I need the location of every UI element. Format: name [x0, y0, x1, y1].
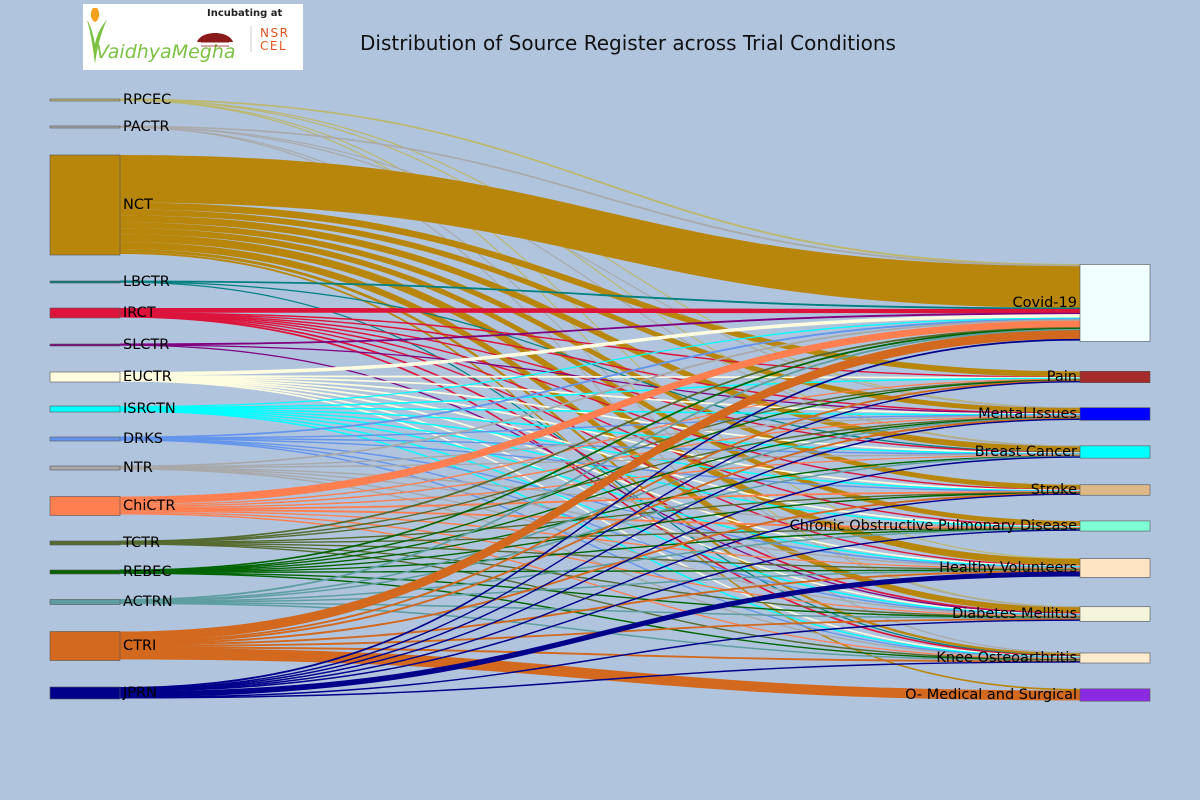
target-node-pain: [1079, 371, 1151, 383]
link-chictr-to-diabetes-mellitus: [120, 511, 1080, 618]
link-nct-to-breast-cancer: [120, 215, 1080, 453]
target-node-o-medical-and-surgical: [1079, 688, 1151, 702]
source-label-ntr: NTR: [123, 460, 153, 476]
source-label-irct: IRCT: [123, 305, 156, 321]
target-label-covid-19: Covid-19: [1013, 295, 1078, 311]
source-label-actrn: ACTRN: [123, 594, 173, 610]
source-node-rpcec: [49, 98, 121, 102]
link-jprn-to-healthy-volunteers: [120, 571, 1080, 698]
link-nct-to-healthy-volunteers: [120, 234, 1080, 566]
source-label-tctr: TCTR: [122, 535, 160, 551]
target-label-diabetes-mellitus: Diabetes Mellitus: [952, 606, 1077, 622]
link-irct-to-covid-19: [120, 308, 1080, 314]
source-label-jprn: JPRN: [122, 685, 157, 701]
source-node-nct: [49, 154, 121, 256]
link-chictr-to-healthy-volunteers: [120, 510, 1080, 570]
link-isrctn-to-covid-19: [120, 317, 1080, 408]
source-node-tctr: [49, 540, 121, 546]
source-node-euctr: [49, 371, 121, 383]
sankey-labels: RPCEC PACTR NCT LBCTR IRCT SLCTR EUCTR ISRCTN DR…: [122, 92, 1077, 703]
iim-emblem-icon: [197, 33, 233, 47]
link-euctr-to-healthy-volunteers: [119, 378, 1081, 568]
target-label-knee-osteoarthritis: Knee Osteoarthritis: [936, 650, 1077, 666]
link-ctri-to-covid-19: [120, 330, 1080, 642]
target-label-o-medical-and-surgical: O- Medical and Surgical: [905, 687, 1077, 703]
source-node-drks: [49, 436, 121, 442]
source-node-actrn: [49, 599, 121, 605]
vaidhyamegha-logo: VaidhyaMegha Incubating at NSR CEL: [83, 4, 303, 70]
logo-cel-text: CEL: [260, 39, 287, 53]
source-label-euctr: EUCTR: [123, 369, 172, 385]
target-node-breast-cancer: [1079, 445, 1151, 459]
logo-brand-text: VaidhyaMegha: [96, 41, 236, 63]
source-node-jprn: [49, 686, 121, 700]
source-label-lbctr: LBCTR: [123, 274, 170, 290]
target-node-mental-issues: [1079, 407, 1151, 421]
link-chictr-to-covid-19: [120, 320, 1080, 505]
source-node-lbctr: [49, 280, 121, 284]
source-label-pactr: PACTR: [123, 119, 170, 135]
link-chictr-to-pain: [120, 378, 1080, 506]
source-node-pactr: [49, 125, 121, 129]
sankey-nodes: [49, 98, 1151, 702]
source-label-rebec: REBEC: [123, 564, 171, 580]
logo-graphic: VaidhyaMegha Incubating at NSR CEL: [87, 8, 289, 64]
link-nct-to-stroke: [120, 222, 1080, 490]
logo-incubating-text: Incubating at: [207, 8, 283, 19]
target-label-breast-cancer: Breast Cancer: [975, 444, 1077, 460]
target-label-chronic-obstructive-pulmonary-disease: Chronic Obstructive Pulmonary Disease: [790, 518, 1077, 534]
source-label-nct: NCT: [123, 197, 153, 213]
sankey-links: [119, 98, 1081, 701]
source-label-rpcec: RPCEC: [123, 92, 171, 108]
logo-nsr-text: NSR: [260, 26, 289, 40]
target-label-mental-issues: Mental Issues: [978, 406, 1077, 422]
target-label-healthy-volunteers: Healthy Volunteers: [939, 560, 1077, 576]
target-node-covid-19: [1079, 264, 1151, 342]
source-node-chictr: [49, 496, 121, 516]
link-jprn-to-covid-19: [120, 338, 1080, 689]
link-nct-to-diabetes-mellitus: [120, 242, 1080, 614]
link-euctr-to-covid-19: [120, 314, 1080, 376]
source-label-slctr: SLCTR: [123, 337, 169, 353]
link-nct-to-o-medical-and-surgical: [120, 252, 1080, 691]
source-node-slctr: [49, 343, 121, 347]
link-nct-to-pain: [120, 202, 1080, 378]
source-node-ntr: [49, 465, 121, 471]
leaf-icon: [87, 8, 107, 64]
target-node-healthy-volunteers: [1079, 558, 1151, 578]
source-label-chictr: ChiCTR: [123, 498, 175, 514]
chart-title: Distribution of Source Register across T…: [360, 31, 896, 55]
source-node-ctri: [49, 631, 121, 661]
target-node-stroke: [1079, 484, 1151, 496]
target-node-knee-osteoarthritis: [1079, 652, 1151, 664]
source-label-isrctn: ISRCTN: [123, 401, 176, 417]
link-nct-to-covid-19: [120, 155, 1080, 309]
target-node-diabetes-mellitus: [1079, 606, 1151, 622]
target-node-chronic-obstructive-pulmonary-disease: [1079, 520, 1151, 532]
source-node-isrctn: [49, 405, 121, 413]
target-label-stroke: Stroke: [1031, 482, 1077, 498]
target-label-pain: Pain: [1047, 369, 1077, 385]
source-node-irct: [49, 307, 121, 319]
source-label-ctri: CTRI: [123, 638, 156, 654]
source-node-rebec: [49, 569, 121, 575]
source-label-drks: DRKS: [123, 431, 163, 447]
